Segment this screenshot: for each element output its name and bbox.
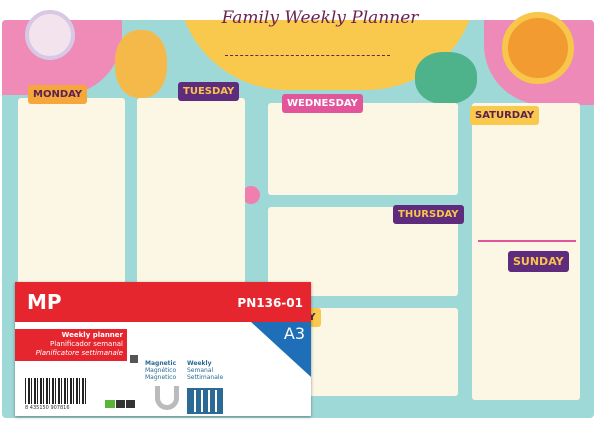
weekly-en: Weekly xyxy=(187,360,212,367)
name-es: Planificador semanal xyxy=(50,340,123,348)
weekly-text: Weekly Semanal Settimanale xyxy=(187,360,223,381)
name-line xyxy=(225,55,390,56)
product-label: MP PN136-01 A3 Weekly planner Planificad… xyxy=(15,282,311,416)
giraffe-icon xyxy=(115,30,167,98)
brand-logo: MP xyxy=(27,290,62,314)
label-header: MP PN136-01 xyxy=(15,282,311,322)
qr-icon xyxy=(130,355,138,363)
size-corner xyxy=(251,322,311,377)
wednesday-label: WEDNESDAY xyxy=(282,94,363,113)
thursday-label: THURSDAY xyxy=(393,205,464,224)
monday-panel[interactable] xyxy=(18,98,125,298)
magnetic-text: Magnetic Magnético Magnetico xyxy=(145,360,176,381)
tuesday-panel[interactable] xyxy=(137,98,245,298)
size-badge: A3 xyxy=(283,324,305,343)
name-box: Weekly planner Planificador semanal Plan… xyxy=(15,329,127,361)
calendar-icon xyxy=(187,388,223,414)
weekend-divider xyxy=(478,240,576,242)
monday-label: MONDAY xyxy=(28,85,88,104)
magnetic-en: Magnetic xyxy=(145,360,177,367)
product-code: PN136-01 xyxy=(237,296,303,310)
lion-icon xyxy=(502,12,574,84)
name-it: Planificatore settimanale xyxy=(35,349,123,357)
tuesday-label: TUESDAY xyxy=(178,82,240,101)
magnetic-it: Magnetico xyxy=(145,374,177,381)
weekly-it: Settimanale xyxy=(187,374,224,381)
frog-icon xyxy=(415,52,477,104)
wednesday-panel[interactable] xyxy=(268,103,458,195)
magnet-icon xyxy=(155,386,179,410)
planner-title: Family Weekly Planner xyxy=(221,8,419,28)
barcode-number: 8 435150 907816 xyxy=(25,405,70,411)
magnetic-es: Magnético xyxy=(145,367,177,374)
barcode xyxy=(25,378,87,404)
name-en: Weekly planner xyxy=(61,331,123,339)
weekly-es: Semanal xyxy=(187,367,214,374)
sloth-icon xyxy=(25,10,75,60)
saturday-label: SATURDAY xyxy=(470,106,540,125)
recycle-icons xyxy=(105,400,135,408)
flower-icon xyxy=(242,186,260,204)
sunday-label: SUNDAY xyxy=(508,251,569,272)
